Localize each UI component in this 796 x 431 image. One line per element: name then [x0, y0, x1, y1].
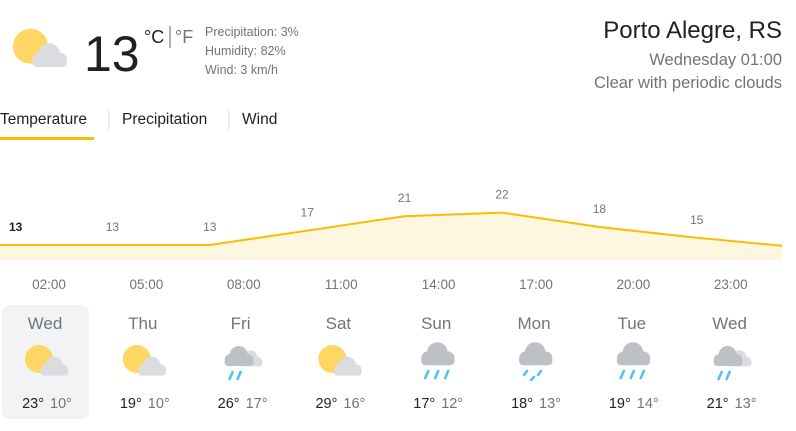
rain-drop: [236, 370, 242, 381]
day-name[interactable]: Sun: [421, 314, 451, 333]
low-temp: 16°: [343, 396, 365, 412]
cloud-part: [40, 368, 69, 376]
high-temp: 19°: [120, 396, 142, 412]
value-label: 13: [9, 220, 23, 234]
tab-underline: [0, 137, 94, 140]
rain-drop: [228, 370, 234, 381]
x-tick-label: 20:00: [617, 277, 651, 292]
high-temp: 19°: [609, 396, 631, 412]
weather-icon: [318, 345, 362, 376]
temperature-line: [15, 211, 697, 246]
value-label: 13: [203, 220, 217, 234]
rain-drop: [443, 369, 450, 380]
day-name[interactable]: Sat: [326, 314, 352, 333]
condition: Clear with periodic clouds: [594, 74, 782, 92]
day-name[interactable]: Wed: [712, 314, 747, 333]
low-temp: 17°: [246, 396, 268, 412]
city: Porto Alegre, RS: [603, 17, 782, 44]
value-label: 21: [398, 191, 412, 205]
cloud-part: [32, 58, 67, 67]
weather-icon: [713, 346, 752, 381]
unit-celsius[interactable]: °C: [144, 27, 164, 47]
x-tick-label: 05:00: [130, 277, 164, 292]
x-tick-label: 17:00: [519, 277, 553, 292]
value-label: 22: [495, 188, 509, 202]
local-time: Wednesday 01:00: [649, 51, 782, 69]
area-fill: [0, 212, 782, 260]
high-temp: 29°: [315, 396, 337, 412]
x-tick-label: 08:00: [227, 277, 261, 292]
humidity: Humidity: 82%: [205, 44, 286, 58]
low-temp: 12°: [441, 396, 463, 412]
day-name[interactable]: Fri: [231, 314, 251, 333]
precipitation: Precipitation: 3%: [205, 25, 299, 39]
cloud-part: [519, 357, 553, 366]
cloud-part: [138, 368, 166, 376]
day-name[interactable]: Wed: [28, 314, 63, 333]
rain-drop: [717, 370, 723, 381]
wind: Wind: 3 km/h: [205, 63, 278, 77]
day-name[interactable]: Mon: [517, 314, 550, 333]
rain-drop: [639, 369, 646, 380]
weather-icon: [421, 342, 455, 380]
weather-icon: [616, 342, 651, 380]
low-temp: 10°: [50, 396, 72, 412]
high-temp: 26°: [218, 396, 240, 412]
cloud-part: [713, 359, 743, 366]
cloud-part: [224, 359, 254, 366]
high-temp: 23°: [22, 396, 44, 412]
cloud-part: [334, 368, 362, 376]
low-temp: 14°: [637, 396, 659, 412]
value-label: 18: [593, 202, 607, 216]
day-name[interactable]: Thu: [128, 314, 157, 333]
weather-icon: [25, 345, 69, 376]
weather-icon: [13, 28, 67, 67]
x-tick-label: 14:00: [422, 277, 456, 292]
cloud-part: [616, 357, 651, 366]
x-tick-label: 02:00: [32, 277, 66, 292]
low-temp: 13°: [539, 396, 561, 412]
x-tick-label: 23:00: [714, 277, 748, 292]
high-temp: 17°: [413, 396, 435, 412]
tab[interactable]: Precipitation: [122, 111, 207, 128]
tab[interactable]: Wind: [242, 111, 277, 128]
x-tick-label: 11:00: [325, 277, 358, 292]
rain-drop: [423, 369, 430, 380]
rain-drop: [629, 369, 636, 380]
rain-drop: [619, 369, 626, 380]
rain-drop: [725, 370, 731, 381]
unit-fahrenheit[interactable]: °F: [175, 27, 193, 47]
rain-drop: [522, 369, 529, 377]
cloud-part: [421, 357, 455, 366]
weather-icon: [224, 346, 263, 381]
weather-icon: [519, 342, 553, 382]
low-temp: 10°: [148, 396, 170, 412]
day-name[interactable]: Tue: [617, 314, 646, 333]
line-edge: [696, 236, 783, 247]
rain-drop: [536, 369, 543, 377]
high-temp: 21°: [707, 396, 729, 412]
value-label: 17: [301, 206, 315, 220]
rain-drop: [433, 369, 440, 380]
value-label: 13: [106, 220, 120, 234]
tab[interactable]: Temperature: [0, 111, 87, 128]
weather-icon: [122, 345, 166, 376]
value-label: 15: [690, 213, 704, 227]
current-temperature: 13: [84, 26, 140, 82]
high-temp: 18°: [511, 396, 533, 412]
low-temp: 13°: [735, 396, 757, 412]
rain-drop: [529, 375, 536, 382]
